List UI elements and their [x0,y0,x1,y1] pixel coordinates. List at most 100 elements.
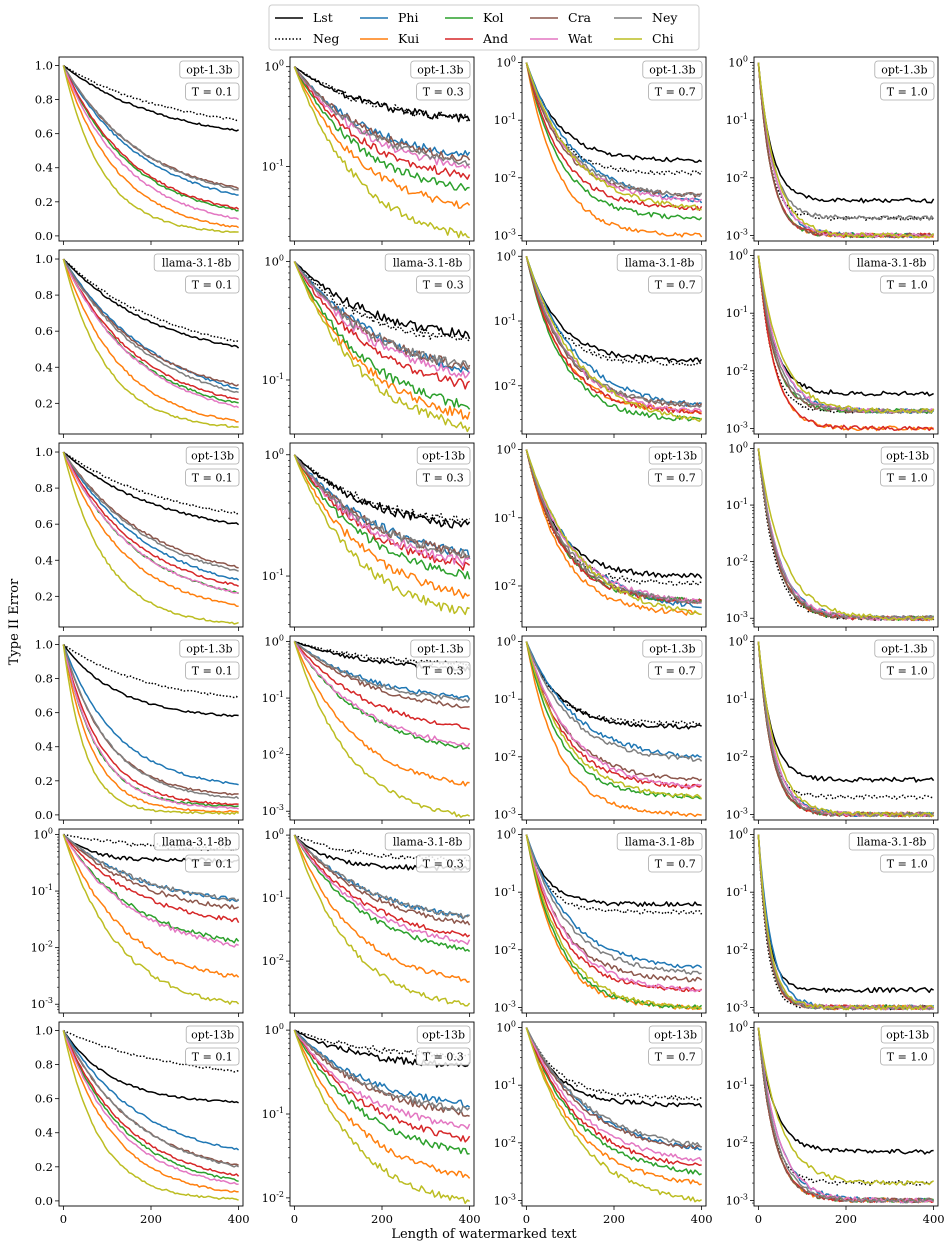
legend-label-lst: Lst [313,10,333,25]
legend-label-chi: Chi [652,31,674,46]
series-lst [757,255,934,397]
model-badge [384,253,471,272]
model-badge [880,446,935,465]
model-badge [880,1025,935,1044]
series-kui [62,834,240,978]
temperature-label: T = 0.7 [655,472,696,485]
x-tick-label: 200 [835,1212,857,1226]
temperature-label: T = 0.7 [655,279,696,292]
x-tick-label: 0 [60,1212,67,1226]
model-label: llama-3.1-8b [393,836,463,849]
y-tick-label: 10-1 [262,1106,284,1121]
series-phi [62,258,239,390]
series-lst [525,449,703,579]
series-kol [62,834,240,944]
series-lst [62,644,239,718]
y-tick-label: 0.4 [35,161,53,175]
series-kui [293,454,470,599]
model-label: opt-1.3b [186,643,232,656]
series-phi [62,451,240,581]
model-badge [416,1025,471,1044]
series-kol [293,454,471,580]
series-and [525,256,702,415]
temperature-badge [416,82,471,101]
y-tick-label: 10-1 [494,691,516,706]
x-tick-label: 0 [291,1212,298,1226]
model-badge [874,60,935,79]
y-tick-label: 100 [264,447,284,462]
series-kol [293,1029,470,1155]
temperature-label: T = 1.0 [887,279,928,292]
series-phi [293,640,471,700]
series-and [62,451,239,587]
series-neg [62,451,239,515]
model-label: opt-13b [191,450,234,463]
series-kui [62,65,240,229]
temperature-label: T = 0.7 [655,665,696,678]
y-tick-label: 1.0 [35,1024,53,1038]
series-group [293,640,471,818]
y-tick-label: 0.2 [35,396,53,410]
series-wat [62,1030,239,1186]
series-wat [62,65,239,221]
series-wat [293,1029,471,1130]
y-tick-label: 10-3 [726,420,748,435]
y-tick-label: 10-2 [494,170,516,185]
model-badge [616,253,703,272]
y-tick-label: 10-2 [494,749,516,764]
model-label: opt-13b [654,450,697,463]
subplot-r3-c2: 10-1 100 opt-13b T = 0.3 [262,442,475,631]
model-badge [153,832,240,851]
y-tick-label: 0.8 [35,481,53,495]
series-ney [62,833,240,902]
y-tick-label: 10-2 [726,170,748,185]
series-wat [525,1027,703,1162]
y-tick-label: 10-1 [726,305,748,320]
series-ney [757,1027,935,1204]
x-tick-label: 200 [371,1212,393,1226]
y-tick-label: 10-1 [262,568,284,583]
series-chi [757,834,935,1011]
subplot-r4-c3: 10-3 10-2 10-1 100 opt-1.3b T = 0.7 [494,634,707,824]
model-badge [648,446,703,465]
subplot-r1-c1: 0.0 0.2 0.4 0.6 0.8 1.0 opt-1.3b T = 0.1 [35,56,244,245]
y-tick-label: 10-3 [726,806,748,821]
temperature-badge [880,275,935,294]
temperature-label: T = 0.1 [192,86,233,99]
model-badge [410,60,471,79]
series-lst [525,256,703,363]
series-and [525,1027,702,1166]
model-label: opt-1.3b [417,64,463,77]
y-tick-label: 0.4 [35,553,53,567]
subplot-r6-c2: 10-2 10-1 100 0 200 400 opt-13b T = 0.3 [262,1021,481,1226]
y-tick-label: 10-1 [494,1077,516,1092]
series-kol [62,65,239,212]
model-badge [874,639,935,658]
model-label: llama-3.1-8b [393,257,463,270]
series-cra [293,454,471,560]
series-chi [293,261,471,433]
model-label: opt-1.3b [881,64,927,77]
legend-label-neg: Neg [313,31,339,46]
series-neg [525,834,703,915]
y-tick-label: 0.8 [35,672,53,686]
y-tick-label: 100 [496,248,516,263]
y-tick-label: 100 [728,440,748,455]
temperature-label: T = 0.1 [192,858,233,871]
y-tick-label: 10-1 [726,884,748,899]
y-tick-label: 100 [496,1020,516,1035]
model-badge [153,253,240,272]
series-group [62,451,240,625]
temperature-label: T = 0.3 [423,279,464,292]
model-badge [384,832,471,851]
series-and [62,1030,240,1177]
y-tick-label: 0.0 [35,1194,53,1208]
series-wat [62,258,239,409]
y-tick-label: 10-1 [31,883,53,898]
series-kui [525,641,702,818]
y-tick-label: 10-1 [262,690,284,705]
y-tick-label: 0.0 [35,808,53,822]
temperature-badge [185,1047,240,1066]
y-tick-label: 1.0 [35,638,53,652]
series-ney [62,644,240,800]
